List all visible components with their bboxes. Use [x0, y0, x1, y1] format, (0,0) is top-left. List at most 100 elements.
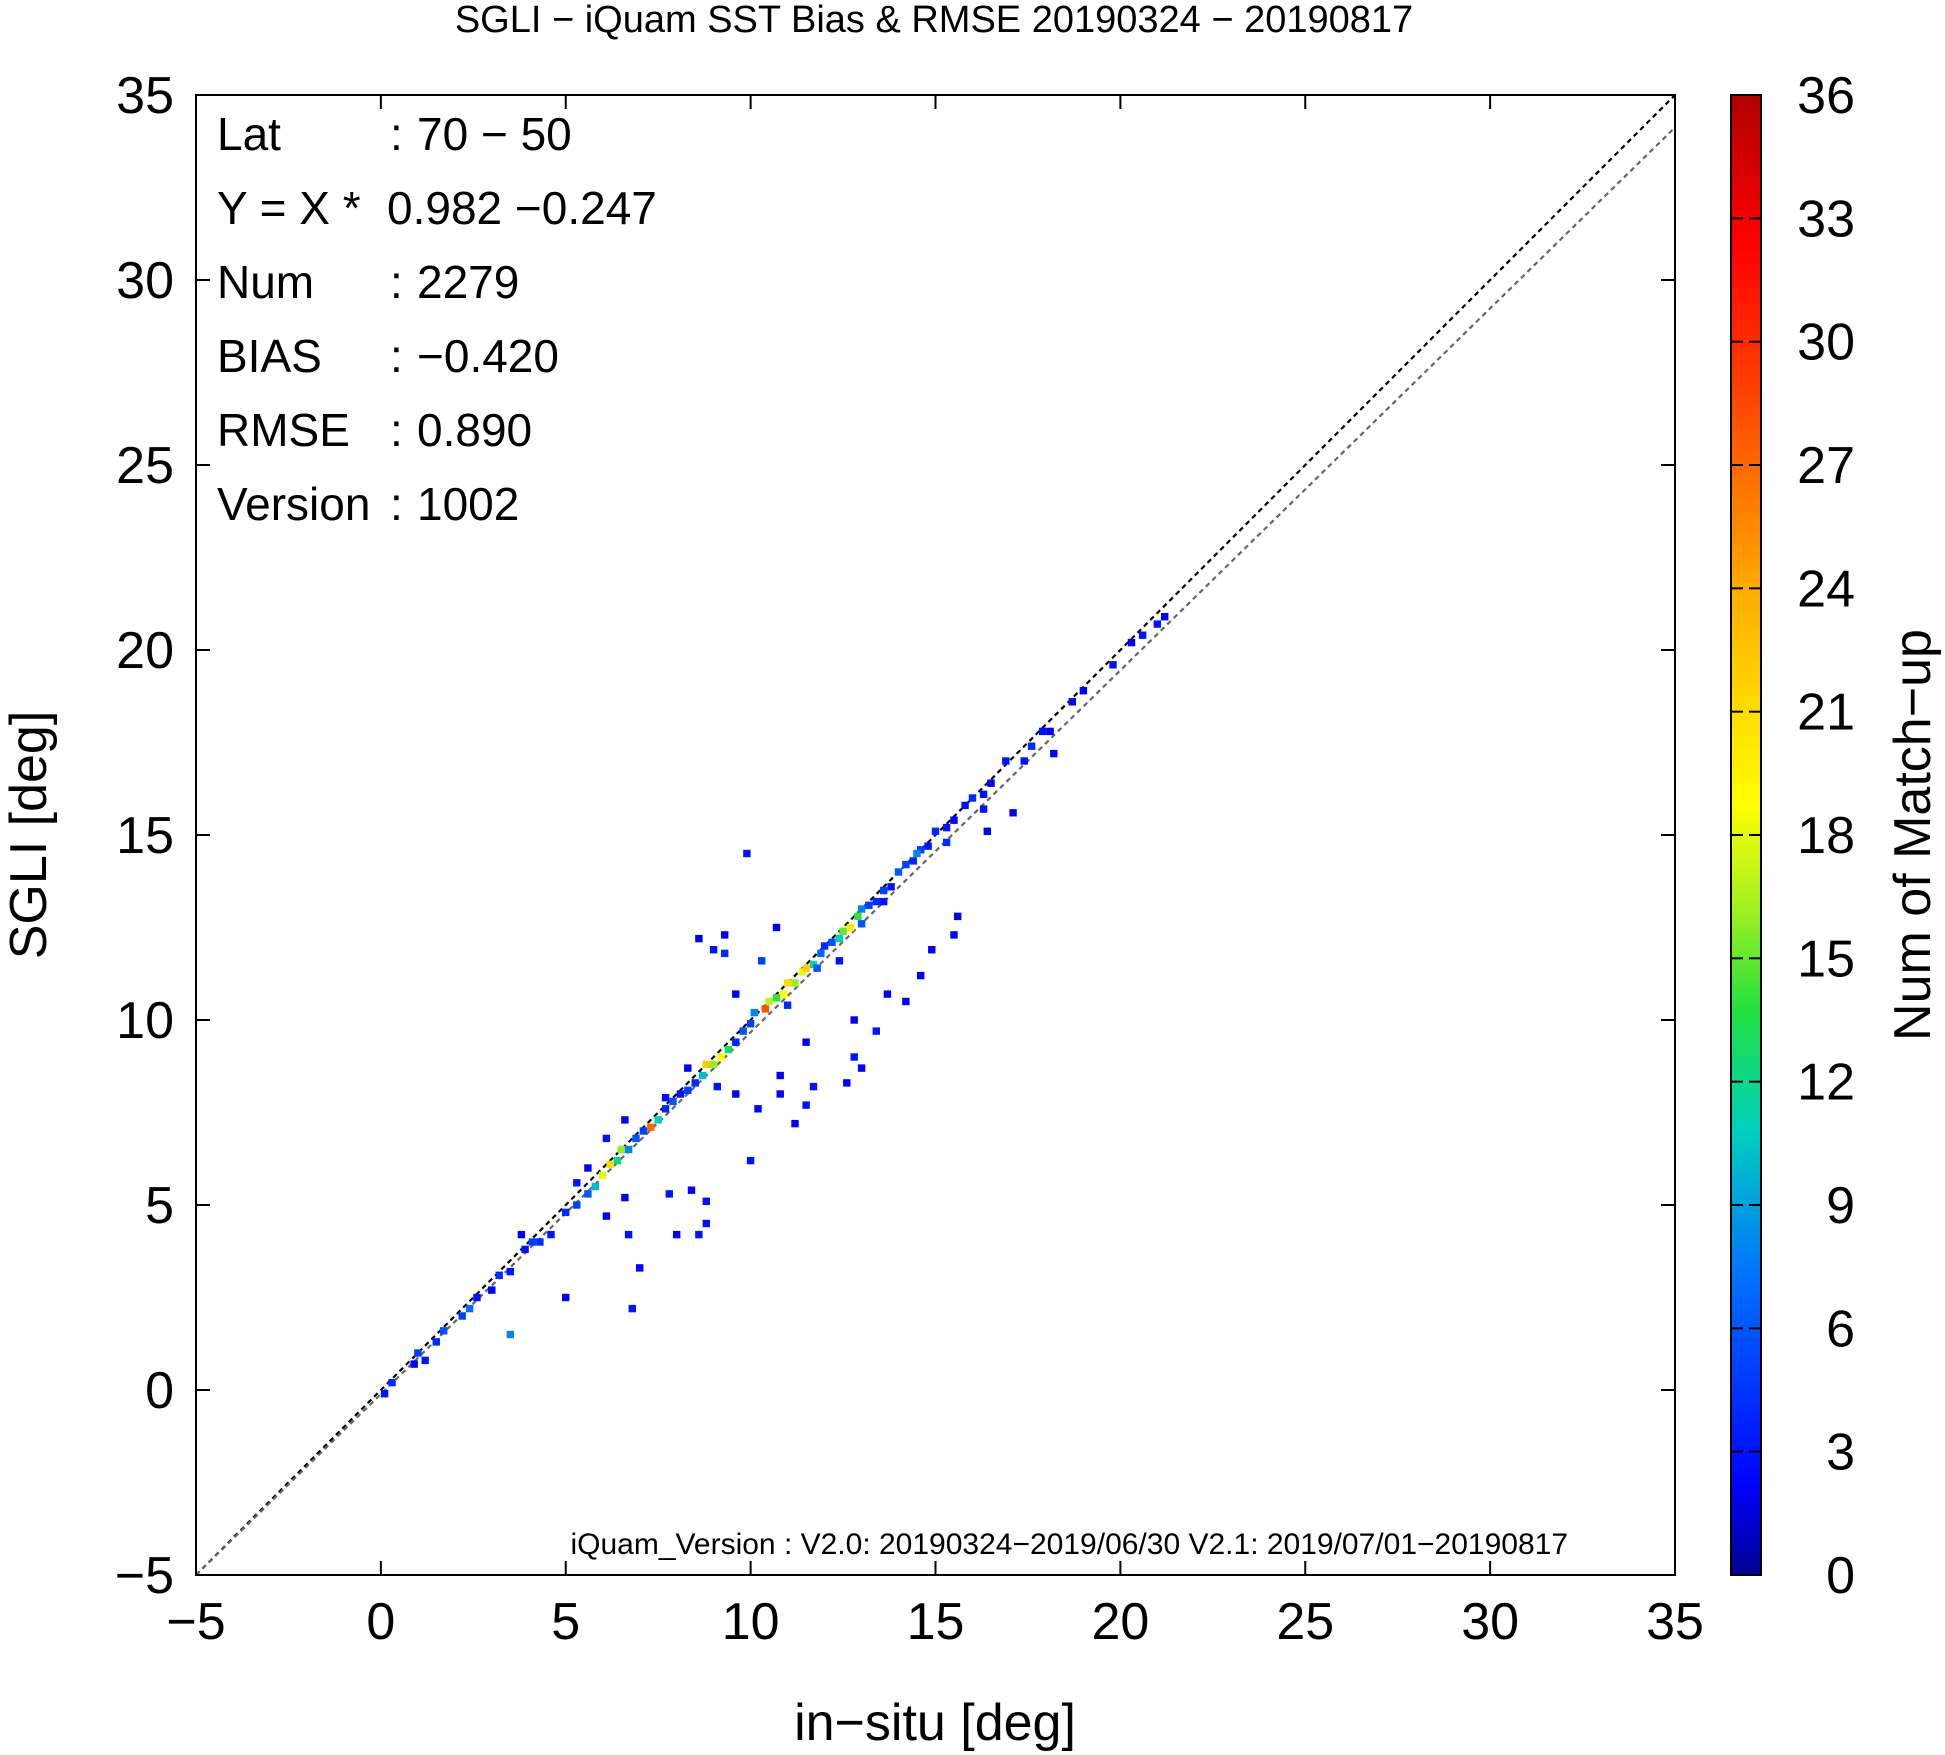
density-bin [902, 860, 910, 869]
x-axis-ticks: −5 0 5 10 15 20 25 30 35 [166, 95, 1704, 1651]
density-bin [850, 1053, 858, 1061]
density-bin [1079, 687, 1088, 695]
density-bin [732, 1090, 740, 1098]
y-tick-label: −5 [115, 1547, 174, 1605]
x-axis-label: in−situ [deg] [794, 1694, 1076, 1752]
density-bin [880, 886, 888, 895]
y-tick-label: 5 [145, 1177, 174, 1235]
density-bin [709, 946, 718, 954]
density-bin [872, 1027, 880, 1035]
density-bin [835, 957, 844, 965]
density-bin [843, 1079, 851, 1087]
density-bin [562, 1208, 570, 1217]
density-bin [739, 1027, 747, 1035]
density-bin [584, 1190, 592, 1198]
colorbar-tick-label: 6 [1826, 1300, 1855, 1358]
density-bin [721, 931, 729, 939]
density-bin [846, 923, 855, 932]
density-bin [761, 1005, 770, 1013]
density-bin [894, 868, 903, 876]
density-bin [828, 938, 836, 946]
density-bin [695, 934, 703, 943]
density-bin [865, 901, 873, 909]
density-bin [791, 979, 799, 987]
density-bin [473, 1293, 481, 1302]
density-bin [465, 1304, 474, 1313]
density-bin [695, 1230, 703, 1239]
y-tick-label: 20 [116, 622, 174, 680]
stat-value: 70 − 50 [417, 108, 572, 160]
density-bin [440, 1327, 448, 1335]
density-bin [632, 1134, 640, 1143]
density-bin [732, 990, 740, 998]
density-bin [783, 979, 792, 987]
density-bin [872, 897, 880, 906]
density-bin [758, 957, 766, 965]
density-bin [809, 1082, 818, 1091]
colorbar-tick-label: 3 [1826, 1424, 1855, 1482]
density-bin [931, 827, 940, 835]
density-bin [624, 1230, 633, 1239]
density-bin [673, 1230, 681, 1239]
colorbar-tick-label: 33 [1797, 190, 1855, 248]
x-tick-label: 35 [1646, 1593, 1704, 1651]
density-bin [1039, 727, 1047, 736]
x-tick-label: 20 [1091, 1593, 1149, 1651]
stat-value: 0.890 [417, 404, 532, 456]
density-bins [380, 613, 1169, 1398]
stat-value: 2279 [417, 256, 519, 308]
chart-title: SGLI − iQuam SST Bias & RMSE 20190324 − … [455, 0, 1413, 41]
density-bin [702, 1197, 710, 1205]
density-bin [639, 1127, 648, 1135]
density-bin [1153, 620, 1161, 628]
density-bin [1009, 809, 1017, 817]
density-bin [687, 1186, 696, 1194]
density-bin [1027, 742, 1036, 750]
density-bin [887, 883, 895, 891]
x-tick-label: 0 [366, 1593, 395, 1651]
density-bin [902, 997, 910, 1006]
stat-separator: : [390, 404, 403, 456]
density-bin [458, 1312, 466, 1320]
density-bin [765, 997, 773, 1006]
density-bin [521, 1245, 529, 1254]
density-bin [776, 1071, 784, 1080]
density-bin [817, 949, 825, 958]
density-bin [750, 1008, 758, 1017]
density-bin [591, 1182, 599, 1191]
density-bin [702, 1219, 710, 1228]
density-bin [421, 1356, 429, 1365]
density-bin [979, 805, 988, 813]
stat-separator: : [390, 256, 403, 308]
density-bin [1046, 727, 1054, 736]
density-bin [1138, 631, 1147, 639]
density-bin [388, 1378, 396, 1387]
y-axis-ticks: −5 0 5 10 15 20 25 30 35 [115, 67, 1675, 1605]
density-bin [743, 849, 751, 858]
density-bin [517, 1230, 526, 1239]
y-tick-label: 0 [145, 1362, 174, 1420]
density-bin [979, 790, 988, 798]
density-bin [857, 920, 866, 928]
colorbar-tick-label: 21 [1797, 684, 1855, 742]
density-bin [813, 964, 821, 972]
density-bin [617, 1145, 625, 1154]
density-bin [987, 779, 995, 787]
density-bin [606, 1160, 614, 1168]
density-bin [717, 1053, 725, 1061]
stats-box: Lat:70 − 50Y = X * 0.982 −0.247Num:2279BI… [217, 108, 657, 530]
density-bin [536, 1238, 544, 1246]
density-bin [724, 1045, 733, 1054]
density-bin [669, 1097, 677, 1106]
y-tick-label: 10 [116, 992, 174, 1050]
density-bin [1020, 757, 1028, 765]
x-tick-label: 30 [1461, 1593, 1519, 1651]
density-bin [624, 1145, 633, 1154]
stat-key: Y = X * [217, 182, 361, 234]
density-bin [621, 1193, 629, 1202]
density-bin [883, 990, 892, 998]
density-bin [506, 1267, 514, 1276]
density-bin [791, 1119, 799, 1128]
density-bin [599, 1171, 607, 1180]
density-bin [1109, 661, 1117, 669]
